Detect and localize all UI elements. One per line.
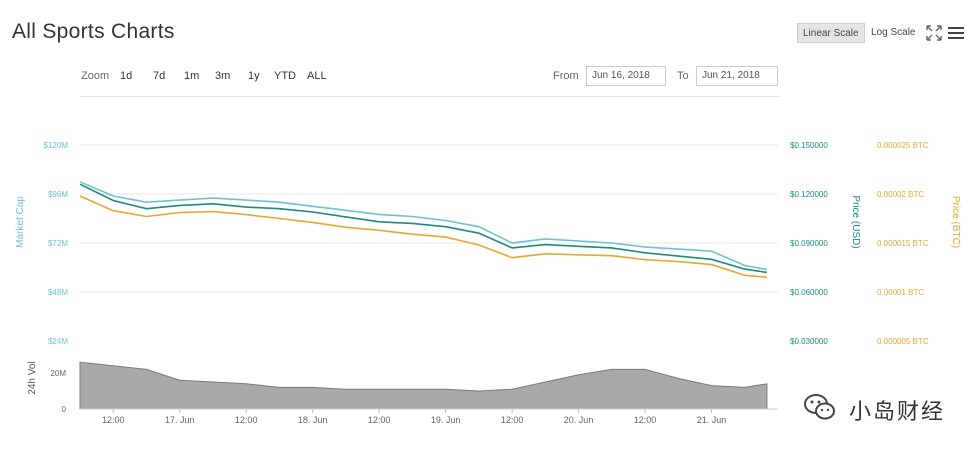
price-usd-line [79,183,768,274]
volume-axis-label: 24h Vol [27,361,38,394]
market-cap-tick-label: $72M [48,239,68,248]
zoom-7d-button[interactable]: 7d [153,70,166,82]
x-tick-label: 12:00 [102,415,125,425]
wechat-logo-icon [804,394,835,420]
volume-area [79,361,768,410]
zoom-3m-button[interactable]: 3m [215,70,231,82]
linear-scale-button[interactable]: Linear Scale [797,23,865,43]
price-usd-tick-label: $0.060000 [790,288,828,297]
zoom-label: Zoom [81,70,110,82]
zoom-1y-button[interactable]: 1y [248,70,260,82]
x-tick-label: 19. Jun [431,415,461,425]
x-tick-label: 12:00 [501,415,524,425]
watermark: 小岛财经 [797,388,967,428]
x-tick-label: 18. Jun [298,415,328,425]
price-usd-tick-label: $0.030000 [790,337,828,346]
price-btc-line [79,195,767,279]
range-to-label: To [677,70,689,82]
price-btc-tick-label: 0.00002 BTC [877,190,924,199]
price-usd-tick-label: $0.120000 [790,190,828,199]
range-from-label: From [553,70,579,82]
market-cap-line [79,181,768,271]
market-cap-tick-label: $48M [48,288,68,297]
toolbar-divider [80,96,780,97]
market-cap-tick-label: $96M [48,190,68,199]
page-title: All Sports Charts [12,20,175,43]
log-scale-button[interactable]: Log Scale [871,27,916,38]
x-tick-label: 17. Jun [165,415,195,425]
market-cap-tick-label: $24M [48,337,68,346]
market-cap-tick-label: $120M [44,141,69,150]
zoom-all-button[interactable]: ALL [307,70,327,82]
volume-tick-label: 20M [50,369,66,378]
price-btc-tick-label: 0.000025 BTC [877,141,929,150]
price-btc-tick-label: 0.000015 BTC [877,239,929,248]
zoom-ytd-button[interactable]: YTD [274,70,296,82]
price-usd-tick-label: $0.090000 [790,239,828,248]
expand-icon[interactable] [926,25,942,41]
price-usd-axis-label: Price (USD) [850,195,861,248]
price-btc-axis-label: Price (BTC) [950,196,961,248]
x-tick-label: 12:00 [368,415,391,425]
zoom-1d-button[interactable]: 1d [120,70,133,82]
watermark-text: 小岛财经 [849,400,946,425]
from-date-input[interactable]: Jun 16, 2018 [586,66,666,86]
to-date-input[interactable]: Jun 21, 2018 [696,66,778,86]
price-usd-tick-label: $0.150000 [790,141,828,150]
x-tick-label: 20. Jun [564,415,594,425]
x-tick-label: 12:00 [634,415,657,425]
x-tick-label: 21. Jun [697,415,727,425]
hamburger-menu-icon[interactable] [948,26,964,40]
price-btc-tick-label: 0.000005 BTC [877,337,929,346]
volume-tick-label: 0 [62,405,67,414]
price-btc-tick-label: 0.00001 BTC [877,288,924,297]
x-tick-label: 12:00 [235,415,258,425]
zoom-1m-button[interactable]: 1m [184,70,200,82]
market-cap-axis-label: Market Cap [15,196,26,248]
